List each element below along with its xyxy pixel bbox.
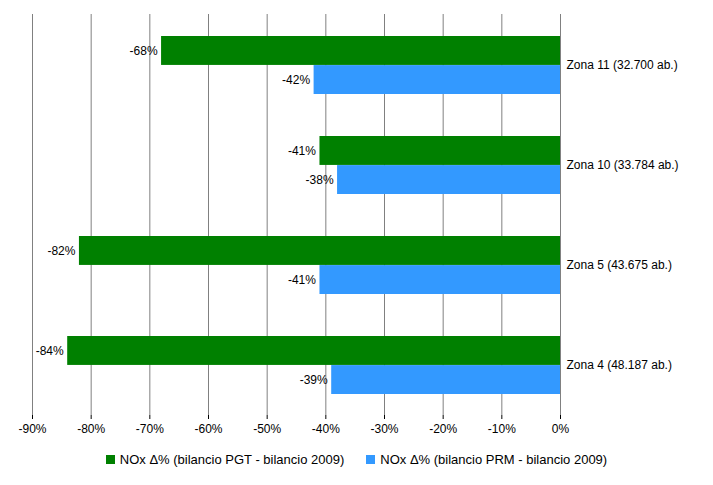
html-text:NOx Δ% (bilancio PRM - bilanci: NOx Δ% (bilancio PRM - bilancio 2009): [380, 452, 608, 467]
svg-text:-80%: -80%: [77, 422, 105, 436]
svg-text:-30%: -30%: [370, 422, 398, 436]
svg-text:-41%: -41%: [288, 144, 316, 158]
svg-text:0%: 0%: [552, 422, 570, 436]
svg-text:-41%: -41%: [288, 273, 316, 287]
svg-text:-38%: -38%: [306, 173, 334, 187]
svg-text:Zona 11 (32.700 ab.): Zona 11 (32.700 ab.): [567, 58, 678, 72]
svg-text:-20%: -20%: [429, 422, 457, 436]
svg-text:Zona 4 (48.187 ab.): Zona 4 (48.187 ab.): [567, 358, 672, 372]
svg-text:-82%: -82%: [47, 244, 75, 258]
svg-text:-70%: -70%: [136, 422, 164, 436]
svg-text:Zona 5 (43.675 ab.): Zona 5 (43.675 ab.): [567, 258, 672, 272]
svg-text:Zona 10 (33.784 ab.): Zona 10 (33.784 ab.): [567, 158, 679, 172]
svg-text:-68%: -68%: [130, 44, 158, 58]
svg-text:-84%: -84%: [36, 344, 64, 358]
svg-text:-40%: -40%: [312, 422, 340, 436]
svg-text:-60%: -60%: [194, 422, 222, 436]
html-text:NOx Δ% (bilancio PGT - bilanci: NOx Δ% (bilancio PGT - bilancio 2009): [119, 452, 345, 467]
svg-text:-50%: -50%: [253, 422, 281, 436]
svg-text:-90%: -90%: [18, 422, 46, 436]
svg-text:-39%: -39%: [300, 373, 328, 387]
svg-text:-42%: -42%: [282, 73, 310, 87]
svg-text:-10%: -10%: [488, 422, 516, 436]
